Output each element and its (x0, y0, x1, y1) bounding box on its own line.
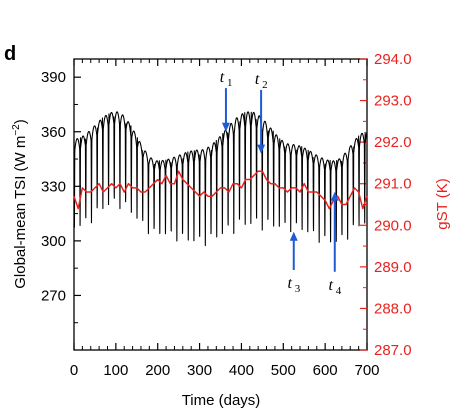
y-left-tick-label: 390 (41, 69, 66, 86)
annotation-subscript: 3 (295, 283, 301, 295)
gst-line (73, 170, 368, 210)
annotation-subscript: 2 (262, 79, 268, 91)
tsi-line (73, 111, 368, 247)
left-axis-ticks: 270 300 330 360 390 (41, 69, 81, 324)
left-axis-title-sup: −2 (11, 124, 22, 136)
gst-series (73, 170, 368, 210)
left-axis-title: Global-mean TSI (W m−2) (11, 119, 29, 289)
y-right-tick-label: 294.0 (374, 51, 412, 68)
annotations: t 1 t 2t 3 t 4 (220, 69, 342, 297)
annotation-subscript: 4 (336, 285, 342, 297)
y-right-tick-label: 292.0 (374, 134, 412, 151)
annotation-label: t (288, 275, 293, 292)
x-tick-label: 0 (70, 362, 78, 379)
x-axis-title: Time (days) (182, 392, 261, 409)
y-right-tick-label: 290.0 (374, 217, 412, 234)
annotation-label: t (220, 69, 225, 86)
x-tick-label: 100 (103, 362, 128, 379)
y-left-tick-label: 300 (41, 233, 66, 250)
annotation-subscript: 1 (227, 77, 233, 89)
y-left-tick-label: 330 (41, 178, 66, 195)
y-right-tick-label: 293.0 (374, 93, 412, 110)
x-tick-label: 700 (354, 362, 379, 379)
annotation-label: t (329, 277, 334, 294)
y-right-tick-label: 289.0 (374, 259, 412, 276)
right-axis-title: gST (K) (434, 178, 451, 229)
tsi-series (73, 111, 368, 247)
right-axis-ticks: 287.0 288.0 289.0 290.0 291.0 292.0 293.0 294.0 (360, 51, 412, 359)
y-right-tick-label: 287.0 (374, 342, 412, 359)
arrow-head (257, 144, 266, 154)
x-tick-label: 400 (229, 362, 254, 379)
panel-label: d (4, 43, 16, 65)
y-left-tick-label: 360 (41, 124, 66, 141)
x-tick-label: 600 (313, 362, 338, 379)
y-right-tick-label: 291.0 (374, 176, 412, 193)
x-tick-label: 300 (187, 362, 212, 379)
arrow-head (330, 191, 339, 201)
y-left-tick-label: 270 (41, 287, 66, 304)
x-tick-label: 500 (271, 362, 296, 379)
plot-frame (73, 58, 368, 351)
left-axis-title-main: Global-mean TSI (W m (12, 136, 29, 289)
x-tick-label: 200 (145, 362, 170, 379)
left-axis-title-end: ) (12, 119, 29, 124)
x-axis-ticks: 0 100 200 300 400 500 600 700 (70, 59, 380, 379)
arrow-head (289, 231, 298, 241)
y-right-tick-label: 288.0 (374, 300, 412, 317)
arrow-head (221, 122, 230, 132)
annotation-label: t (255, 71, 260, 88)
